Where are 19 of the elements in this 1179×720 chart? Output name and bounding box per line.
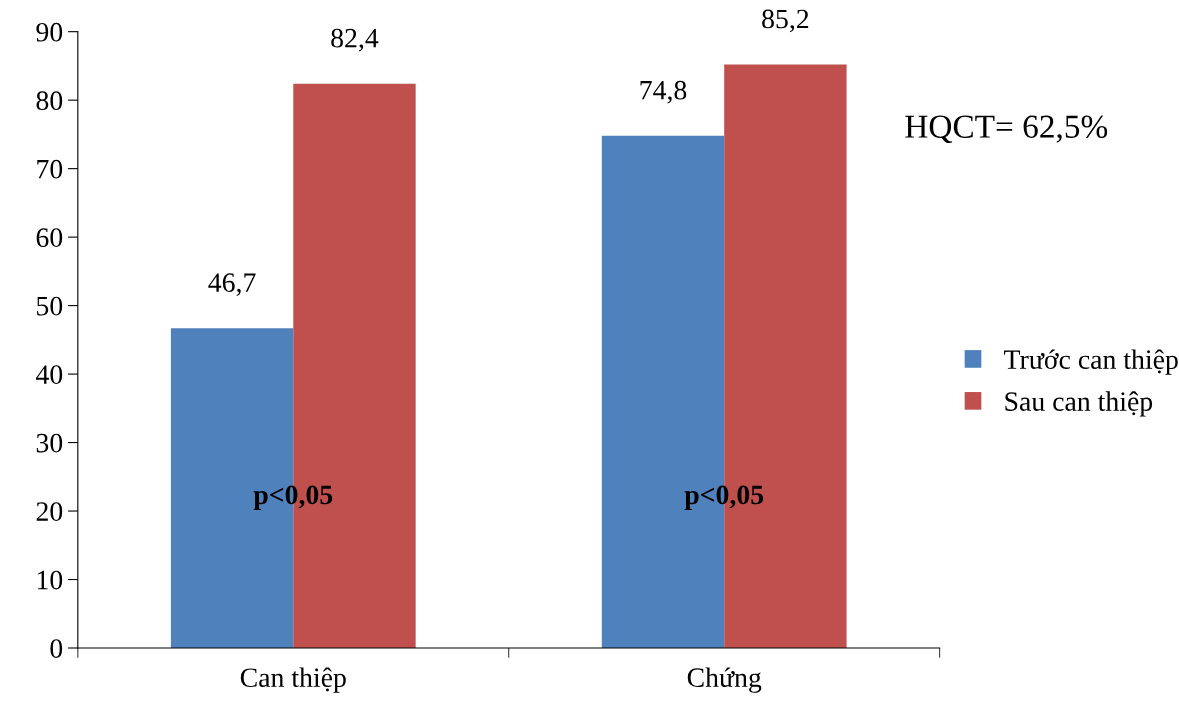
legend-label: Trước can thiệp	[1004, 349, 1178, 375]
y-tick-label: 60	[36, 228, 63, 248]
y-tick-label: 10	[37, 570, 63, 590]
y-tick-label: 0	[50, 639, 63, 658]
legend-label: Sau can thiệp	[1005, 391, 1153, 417]
y-tick-label: 50	[37, 296, 63, 316]
x-tick-label: Can thiệp	[240, 667, 346, 693]
y-tick-label: 70	[37, 159, 63, 179]
data-label: 74,8	[640, 80, 687, 104]
data-label: 82,4	[331, 28, 379, 52]
y-tick-label: 90	[36, 22, 63, 42]
y-tick-label: 30	[36, 433, 63, 453]
data-label: 46,7	[208, 273, 256, 296]
y-tick-label: 80	[36, 91, 63, 111]
y-tick-label: 40	[36, 365, 63, 384]
x-tick-label: Chứng	[687, 667, 762, 693]
y-tick-label: 20	[36, 502, 63, 521]
annotation: HQCT= 62,5%	[905, 115, 1108, 144]
data-label: 85,2	[762, 9, 809, 33]
